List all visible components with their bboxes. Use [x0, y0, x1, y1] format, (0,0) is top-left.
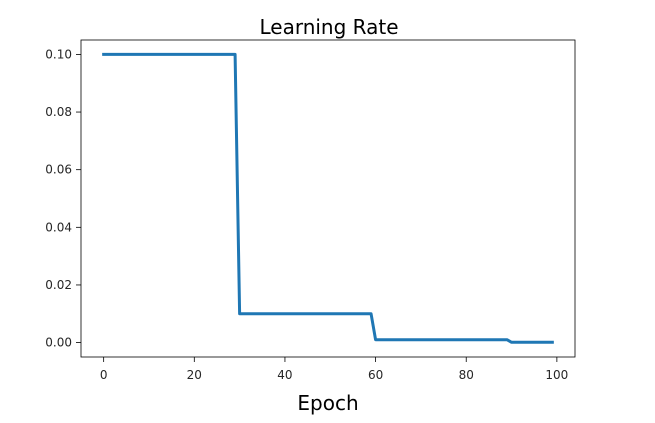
y-tick-label: 0.04 [45, 220, 72, 234]
x-tick-label: 60 [368, 368, 383, 382]
y-tick-label: 0.02 [45, 278, 72, 292]
x-tick-label: 0 [100, 368, 108, 382]
x-tick-label: 80 [459, 368, 474, 382]
y-tick-label: 0.06 [45, 163, 72, 177]
y-axis: 0.00 0.02 0.04 0.06 0.08 0.10 [45, 47, 81, 350]
chart-title: Learning Rate [259, 15, 398, 39]
x-tick-label: 20 [187, 368, 202, 382]
y-tick-label: 0.08 [45, 105, 72, 119]
x-axis: 0 20 40 60 80 100 [100, 357, 568, 382]
plot-area: 0 20 40 60 80 100 0.00 0.02 0.04 0.06 0.08 0.10 [45, 39, 576, 382]
x-tick-label: 100 [545, 368, 568, 382]
y-tick-label: 0.00 [45, 336, 72, 350]
x-tick-label: 40 [277, 368, 292, 382]
plot-frame [80, 39, 576, 358]
x-axis-title: Epoch [297, 391, 358, 415]
series-line-0 [102, 52, 554, 344]
y-tick-label: 0.10 [45, 47, 72, 61]
series-layer [102, 52, 554, 344]
